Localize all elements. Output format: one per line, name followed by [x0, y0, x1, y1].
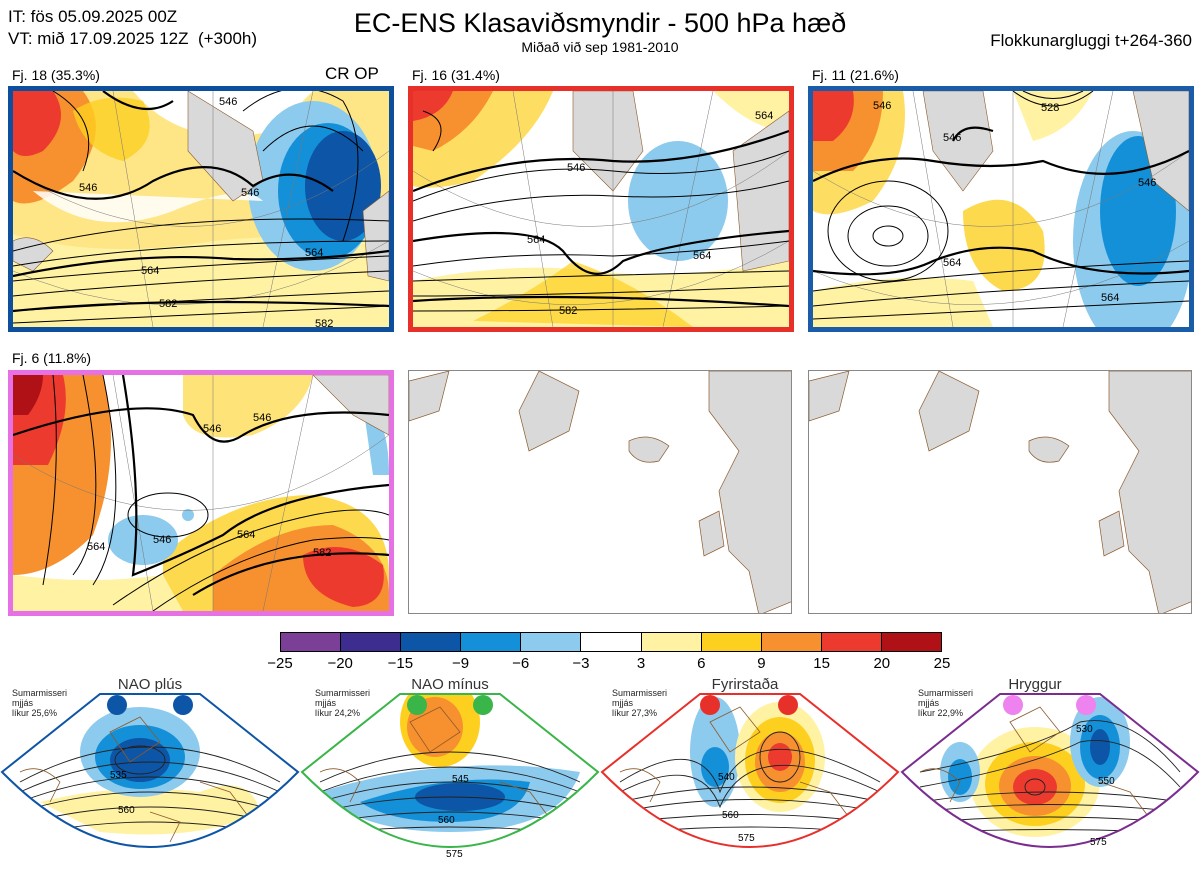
colorbar-tick-label: −9 [451, 655, 470, 672]
cluster-map-2-svg: 546 564 582 564 564 [413, 91, 789, 327]
colorbar-segment [581, 633, 642, 651]
contour-label: 546 [241, 187, 259, 199]
colorbar-segment [821, 633, 882, 651]
contour-label: 546 [873, 100, 891, 112]
regime-stats: Sumarmisseri mjjás líkur 27,3% [612, 688, 668, 718]
contour-label: 575 [446, 849, 463, 860]
contour-label: 535 [110, 770, 127, 781]
regime-map-2: 545 560 575 [300, 693, 600, 860]
cluster-2-label: Fj. 16 (31.4%) [412, 67, 500, 83]
colorbar-segment [701, 633, 762, 651]
contour-label: 564 [755, 110, 773, 122]
contour-label: 564 [87, 541, 105, 553]
regime-nao-minus: NAO mínus Sumarmisseri mjjás líkur 24,2% [300, 672, 600, 871]
valid-time: VT: mið 17.09.2025 12Z (+300h) [8, 29, 258, 48]
cluster-map-3: 546 528 546 546 564 564 [808, 86, 1194, 332]
contour-label: 545 [452, 774, 469, 785]
contour-label: 546 [567, 162, 585, 174]
weather-regimes: NAO plús Sumarmisseri mjjás líkur 25,6% [0, 672, 1200, 871]
contour-label: 546 [253, 412, 271, 424]
contour-label: 564 [141, 265, 159, 277]
cluster-4-label: Fj. 6 (11.8%) [12, 350, 92, 366]
contour-label: 564 [527, 234, 545, 246]
contour-label: 575 [1090, 837, 1107, 848]
regime-map-4: 530 550 575 [900, 693, 1200, 848]
colorbar-segment [461, 633, 522, 651]
colorbar-tick-label: 9 [757, 655, 766, 672]
colorbar-tick-label: −20 [327, 655, 353, 672]
regime-stats: Sumarmisseri mjjás líkur 25,6% [12, 688, 68, 718]
regime-map-3: 540 560 575 [600, 693, 900, 848]
header-info: IT: fös 05.09.2025 00Z VT: mið 17.09.202… [8, 6, 257, 50]
regime-blocking: Fyrirstaða Sumarmisseri mjjás líkur 27,3… [600, 672, 900, 871]
regime-ridge: Hryggur Sumarmisseri mjjás líkur 22,9% [900, 672, 1200, 871]
contour-label: 546 [943, 132, 961, 144]
contour-label: 564 [943, 257, 961, 269]
colorbar-segment [521, 633, 582, 651]
colorbar-tick-label: 6 [697, 655, 706, 672]
regime-map-1: 535 560 [0, 693, 300, 848]
colorbar-tick-label: 20 [873, 655, 891, 672]
contour-label: 560 [438, 815, 455, 826]
classification-window: Flokkunargluggi t+264-360 [990, 31, 1192, 50]
init-time: IT: fös 05.09.2025 00Z [8, 7, 178, 26]
contour-label: 582 [559, 305, 577, 317]
regime-title: Fyrirstaða [711, 676, 779, 693]
empty-map-6 [808, 370, 1192, 614]
empty-map-6-svg [809, 371, 1191, 613]
cluster-map-4: 546 546 546 564 564 582 [8, 370, 394, 616]
contour-label: 582 [315, 318, 333, 327]
colorbar-tick-label: −15 [387, 655, 414, 672]
contour-label: 582 [159, 298, 177, 310]
colorbar-tick-label: −6 [512, 655, 530, 672]
colorbar-tick-label: 25 [933, 655, 951, 672]
contour-label: 546 [153, 534, 171, 546]
cluster-1-label: Fj. 18 (35.3%) [12, 67, 100, 83]
colorbar-segment [881, 633, 942, 651]
contour-label: 546 [79, 182, 97, 194]
contour-label: 546 [219, 96, 237, 108]
contour-label: 546 [203, 423, 221, 435]
colorbar-tick-label: −25 [267, 655, 293, 672]
regime-title: NAO plús [117, 676, 183, 693]
contour-label: 528 [1041, 102, 1059, 114]
cluster-map-2: 546 564 582 564 564 [408, 86, 794, 332]
contour-label: 582 [313, 547, 331, 559]
regime-title: NAO mínus [411, 676, 489, 693]
control-operational-tag: CR OP [325, 64, 379, 83]
page-subtitle: Miðað við sep 1981-2010 [521, 39, 679, 55]
colorbar-tick-label: 15 [813, 655, 830, 672]
colorbar [280, 632, 942, 652]
contour-label: 564 [237, 529, 255, 541]
regime-nao-plus: NAO plús Sumarmisseri mjjás líkur 25,6% [0, 672, 300, 871]
contour-label: 575 [738, 833, 755, 844]
colorbar-segment [641, 633, 702, 651]
regime-title: Hryggur [1008, 676, 1062, 693]
colorbar-segment [281, 633, 342, 651]
colorbar-segment [761, 633, 822, 651]
contour-label: 560 [118, 805, 135, 816]
cluster-map-1-svg: 546 546 564 564 582 582 546 [13, 91, 389, 327]
cluster-map-3-svg: 546 528 546 546 564 564 [813, 91, 1189, 327]
colorbar-segment [341, 633, 402, 651]
colorbar-tick-label: 3 [636, 655, 646, 672]
empty-map-5-svg [409, 371, 791, 613]
colorbar-tick-label: −3 [572, 655, 590, 672]
contour-label: 530 [1076, 724, 1093, 735]
empty-map-5 [408, 370, 792, 614]
contour-label: 564 [693, 250, 711, 262]
contour-label: 540 [718, 772, 735, 783]
contour-label: 550 [1098, 776, 1115, 787]
contour-label: 564 [305, 247, 323, 259]
regime-stats: Sumarmisseri mjjás líkur 22,9% [918, 688, 974, 718]
page-title: EC-ENS Klasaviðsmyndir - 500 hPa hæð [353, 8, 847, 38]
regime-stats: Sumarmisseri mjjás líkur 24,2% [315, 688, 371, 718]
contour-label: 560 [722, 810, 739, 821]
contour-label: 564 [1101, 292, 1119, 304]
cluster-map-1: 546 546 564 564 582 582 546 [8, 86, 394, 332]
cluster-3-label: Fj. 11 (21.6%) [812, 67, 899, 83]
contour-label: 546 [1138, 177, 1156, 189]
cluster-map-4-svg: 546 546 546 564 564 582 [13, 375, 389, 611]
colorbar-segment [401, 633, 462, 651]
